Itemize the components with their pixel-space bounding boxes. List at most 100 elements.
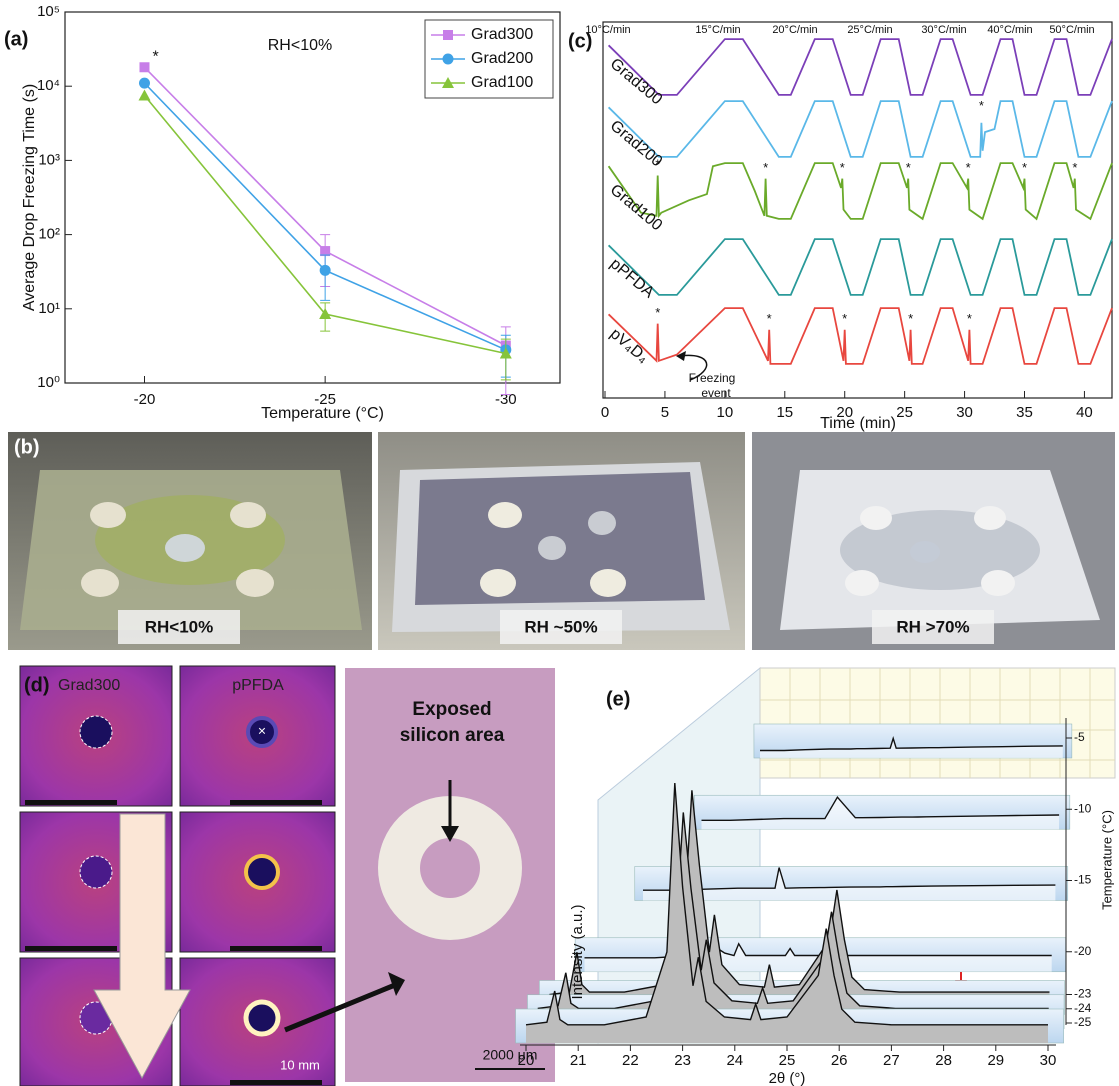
photo-label: RH<10% bbox=[145, 617, 214, 636]
panel-label: (e) bbox=[606, 688, 630, 710]
star: * bbox=[655, 305, 660, 320]
y-axis-label: Average Drop Freezing Time (s) bbox=[21, 84, 38, 311]
scale-label: 10 mm bbox=[280, 1057, 320, 1072]
legend-label: Grad300 bbox=[471, 26, 533, 43]
callout: Exposed bbox=[412, 699, 491, 720]
rate-label: 25°C/min bbox=[847, 24, 892, 36]
z-tick-label: -24 bbox=[1074, 1001, 1092, 1015]
star: * bbox=[840, 160, 845, 175]
star: * bbox=[152, 48, 158, 65]
panel-label: (a) bbox=[4, 28, 28, 50]
x-axis-label: Time (min) bbox=[820, 415, 896, 432]
x-tick-label: 22 bbox=[622, 1052, 639, 1069]
star: * bbox=[842, 311, 847, 326]
drop bbox=[488, 502, 522, 528]
trace bbox=[609, 101, 1112, 157]
cross: × bbox=[258, 723, 266, 739]
x-tick-label: 40 bbox=[1076, 404, 1093, 421]
z-tick-label: -10 bbox=[1074, 801, 1092, 815]
marker bbox=[443, 54, 454, 65]
panel-label: (d) bbox=[24, 674, 50, 696]
trace bbox=[609, 39, 1112, 95]
x-tick-label: 30 bbox=[1040, 1052, 1057, 1069]
x-tick-label: 25 bbox=[896, 404, 913, 421]
drop bbox=[90, 502, 126, 528]
callout: silicon area bbox=[400, 725, 505, 746]
drop bbox=[538, 536, 566, 560]
error-bar bbox=[320, 255, 330, 300]
z-tick-label: -20 bbox=[1074, 944, 1092, 958]
x-tick-label: -20 bbox=[134, 391, 156, 408]
marker bbox=[320, 265, 331, 276]
x-tick-label: 21 bbox=[570, 1052, 587, 1069]
marker bbox=[139, 78, 150, 89]
drop bbox=[590, 569, 626, 597]
trace-label: Grad300 bbox=[607, 55, 666, 108]
z-tick-label: -15 bbox=[1074, 873, 1092, 887]
rate-label: 15°C/min bbox=[695, 24, 740, 36]
star: * bbox=[966, 160, 971, 175]
z-tick-label: -5 bbox=[1074, 730, 1085, 744]
z-tick-label: -23 bbox=[1074, 987, 1092, 1001]
rate-label: 20°C/min bbox=[772, 24, 817, 36]
scale-bar bbox=[230, 946, 322, 951]
rate-label: 50°C/min bbox=[1049, 24, 1094, 36]
star: * bbox=[1072, 160, 1077, 175]
thermal-images: × (d) Grad300 pPFDA Exposed silicon area… bbox=[20, 666, 555, 1086]
drop bbox=[860, 506, 892, 530]
scale-bar bbox=[230, 1080, 322, 1085]
x-tick-label: 15 bbox=[776, 404, 793, 421]
x-tick-label: 26 bbox=[831, 1052, 848, 1069]
z-tick-label: -25 bbox=[1074, 1015, 1092, 1029]
y-tick-label: 10⁰ bbox=[37, 374, 60, 391]
star: * bbox=[979, 98, 984, 113]
y-tick-label: 10⁴ bbox=[37, 77, 60, 94]
z-axis-label: Temperature (°C) bbox=[1099, 810, 1114, 910]
star: * bbox=[763, 160, 768, 175]
marker bbox=[138, 89, 150, 100]
drop bbox=[981, 570, 1015, 596]
photo-label: RH ~50% bbox=[524, 617, 597, 636]
drop bbox=[588, 511, 616, 535]
rate-label: 40°C/min bbox=[987, 24, 1032, 36]
marker bbox=[139, 62, 149, 72]
annotation: RH<10% bbox=[268, 37, 332, 54]
column-label: pPFDA bbox=[232, 677, 284, 694]
trace bbox=[609, 239, 1112, 295]
drop bbox=[246, 1002, 278, 1034]
y-tick-label: 10² bbox=[38, 226, 60, 243]
ring-hole bbox=[420, 838, 480, 898]
back-plane bbox=[760, 668, 1115, 778]
drop bbox=[910, 541, 940, 563]
scale-bar bbox=[230, 800, 322, 805]
trace bbox=[609, 163, 1112, 219]
annotation: Freezing bbox=[689, 371, 736, 385]
y-tick-label: 10⁵ bbox=[37, 3, 60, 20]
star: * bbox=[908, 311, 913, 326]
y-axis-label: Intensity (a.u.) bbox=[569, 904, 586, 999]
x-tick-label: 24 bbox=[726, 1052, 743, 1069]
x-tick-label: 25 bbox=[779, 1052, 796, 1069]
star: * bbox=[767, 311, 772, 326]
x-tick-label: 35 bbox=[1016, 404, 1033, 421]
star: * bbox=[906, 160, 911, 175]
x-tick-label: 28 bbox=[935, 1052, 952, 1069]
photo-row: (b) RH<10% RH ~50% RH >70% bbox=[8, 432, 1115, 650]
figure: (b) RH<10% RH ~50% RH >70% × bbox=[0, 0, 1119, 1086]
photo-label: RH >70% bbox=[896, 617, 969, 636]
drop bbox=[974, 506, 1006, 530]
star: * bbox=[655, 157, 660, 172]
drop bbox=[246, 856, 278, 888]
x-tick-label: 0 bbox=[601, 404, 609, 421]
trace-label: pV₄D₄ bbox=[607, 325, 652, 366]
x-tick-label: 5 bbox=[661, 404, 669, 421]
drop bbox=[480, 569, 516, 597]
scale-bar bbox=[25, 946, 117, 951]
plot-frame bbox=[603, 22, 1112, 398]
drop bbox=[81, 569, 119, 597]
trace-label: pPFDA bbox=[607, 255, 658, 301]
marker bbox=[443, 30, 453, 40]
legend-label: Grad200 bbox=[471, 50, 533, 67]
x-tick-label: 23 bbox=[674, 1052, 691, 1069]
x-axis-label: 2θ (°) bbox=[769, 1070, 806, 1086]
